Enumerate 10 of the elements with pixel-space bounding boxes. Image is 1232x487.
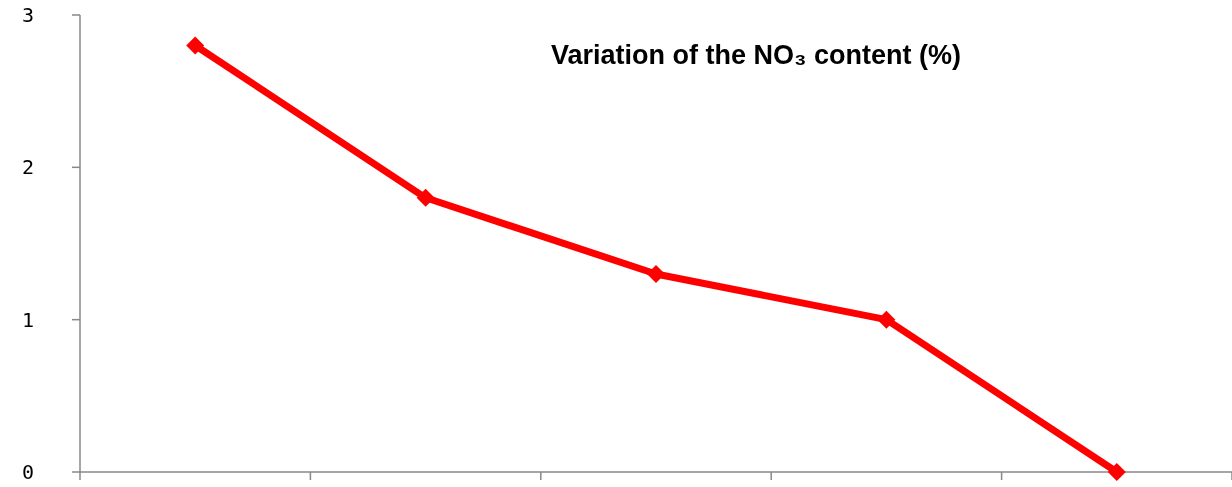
point [416,188,435,207]
y-tick-label: 1 [21,307,35,332]
y-tick-label: 2 [21,155,35,180]
text: Variation of the NO₃ content (%) [551,40,961,70]
y-tick-label: 0 [21,460,35,484]
point [186,36,205,55]
point [877,310,896,329]
point [647,264,665,283]
y-tick-label: 3 [21,3,35,27]
point [1107,463,1126,481]
